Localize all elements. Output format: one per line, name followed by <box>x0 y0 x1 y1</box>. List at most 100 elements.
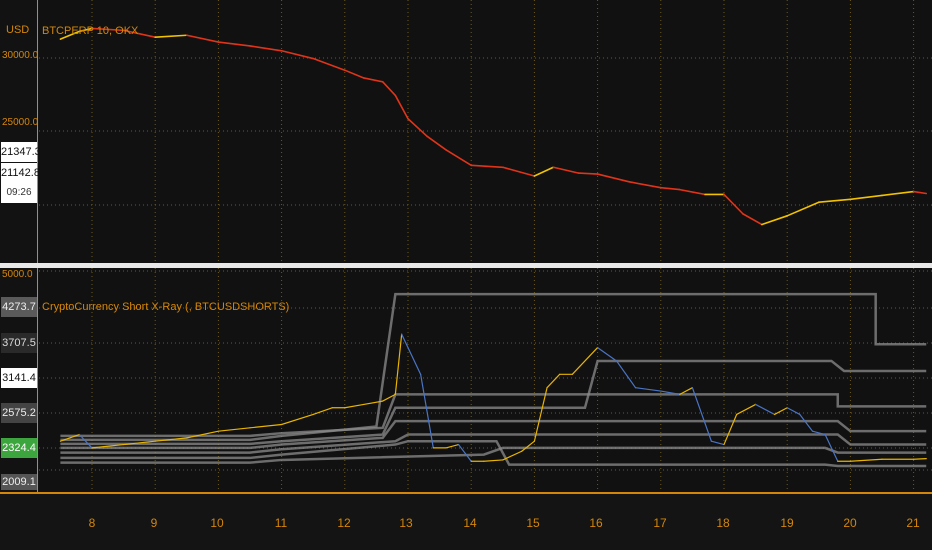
shorts-line-segment <box>596 346 618 362</box>
shorts-line-segment <box>546 373 561 389</box>
x-tick-15: 15 <box>526 516 540 530</box>
price-line-segment <box>596 173 631 183</box>
shorts-line-segment <box>615 360 637 389</box>
level-label-2: 3707.5 <box>1 333 37 353</box>
indicator-chart-svg <box>39 268 932 492</box>
price-line-segment <box>786 201 820 217</box>
time-axis[interactable]: 8 9 10 11 12 13 14 15 16 17 18 19 20 21 <box>0 492 932 550</box>
short-level-line-1 <box>60 393 927 438</box>
shorts-line-segment <box>344 403 365 409</box>
price-line-segment <box>394 94 409 120</box>
price-line-segment <box>912 190 928 195</box>
level-label-5: 2009.1 <box>1 474 37 490</box>
shorts-line-segment <box>407 346 422 375</box>
price-line-segment <box>628 181 662 189</box>
price-line-segment <box>849 194 883 201</box>
shorts-line-segment <box>154 437 188 442</box>
currency-label: USD <box>6 24 30 36</box>
price-line-segment <box>426 135 447 151</box>
shorts-line-segment <box>91 443 125 449</box>
y-tick-30000: 30000.0 <box>2 50 39 61</box>
shorts-line-segment <box>502 450 523 461</box>
shorts-line-segment <box>382 393 396 402</box>
shorts-line-segment <box>312 407 333 416</box>
pane-divider[interactable] <box>0 263 932 268</box>
shorts-line-segment <box>571 346 599 375</box>
shorts-line-segment <box>394 333 403 395</box>
shorts-line-segment <box>811 430 826 436</box>
price-line-segment <box>817 198 852 204</box>
shorts-line-segment <box>122 440 156 446</box>
high-price-label: 21347.3 <box>1 142 41 162</box>
shorts-line-segment <box>786 407 801 416</box>
price-line-segment <box>122 29 156 38</box>
indicator-pane[interactable]: CryptoCurrency Short X-Ray (, BTCUSDSHOR… <box>39 268 932 492</box>
price-line-segment <box>362 77 384 83</box>
price-line-segment <box>881 190 915 197</box>
price-axis[interactable] <box>0 0 38 550</box>
x-tick-9: 9 <box>150 516 158 530</box>
price-line-segment <box>91 27 125 32</box>
x-tick-20: 20 <box>843 516 857 530</box>
price-chart-pane[interactable]: BTCPERP 10, OKX <box>39 0 932 263</box>
shorts-line-segment <box>401 333 409 349</box>
shorts-line-segment <box>736 403 757 416</box>
short-level-line-3 <box>60 359 927 446</box>
price-line-segment <box>577 172 599 175</box>
x-tick-21: 21 <box>906 516 920 530</box>
shorts-line-segment <box>660 390 681 395</box>
price-line-segment <box>381 81 397 97</box>
chart-title: BTCPERP 10, OKX <box>42 25 139 37</box>
short-level-line-4 <box>60 419 927 450</box>
price-line-segment <box>59 30 81 40</box>
price-line-segment <box>407 117 428 138</box>
price-line-segment <box>343 69 365 79</box>
shorts-line-segment <box>483 459 504 462</box>
level-label-3: 3141.4 <box>1 368 37 388</box>
short-level-line-7 <box>60 446 927 464</box>
price-line-segment <box>742 213 763 226</box>
x-tick-17: 17 <box>653 516 667 530</box>
x-tick-12: 12 <box>337 516 351 530</box>
shorts-line-segment <box>799 413 814 432</box>
low-price-label: 21142.8 <box>1 163 40 183</box>
shorts-line-segment <box>679 387 694 395</box>
shorts-line-segment <box>691 387 712 442</box>
price-line-segment <box>154 34 188 38</box>
shorts-line-segment <box>281 413 314 426</box>
price-chart-svg <box>39 0 932 263</box>
shorts-line-segment <box>533 387 548 442</box>
shorts-line-segment <box>78 433 93 449</box>
shorts-line-segment <box>521 440 535 452</box>
price-line-segment <box>761 215 789 226</box>
price-line-segment <box>470 164 504 169</box>
price-line-segment <box>501 166 536 177</box>
shorts-line-segment <box>420 373 434 449</box>
price-line-segment <box>533 166 555 177</box>
level-label-4: 2575.2 <box>1 403 37 423</box>
x-tick-10: 10 <box>210 516 224 530</box>
countdown-label: 09:26 <box>1 183 37 203</box>
price-line-segment <box>723 193 744 215</box>
x-tick-18: 18 <box>716 516 730 530</box>
y-tick-5000: 5000.0 <box>2 269 33 280</box>
shorts-line-segment <box>723 413 738 446</box>
y-tick-25000: 25000.0 <box>2 117 39 128</box>
price-line-segment <box>552 166 580 174</box>
price-line-segment <box>78 27 93 33</box>
shorts-line-segment <box>912 458 927 460</box>
shorts-line-segment <box>217 427 251 432</box>
price-line-segment <box>659 186 681 191</box>
shorts-line-segment <box>457 443 472 462</box>
shorts-line-segment <box>186 430 219 439</box>
shorts-line-segment <box>59 433 80 442</box>
x-tick-8: 8 <box>88 516 96 530</box>
x-tick-14: 14 <box>463 516 477 530</box>
x-tick-11: 11 <box>274 516 288 530</box>
shorts-line-segment <box>710 440 725 446</box>
short-level-line-2 <box>60 292 927 442</box>
shorts-line-segment <box>634 387 662 392</box>
short-level-line-6 <box>60 439 927 468</box>
shorts-line-segment <box>445 443 460 449</box>
price-line-segment <box>217 41 251 47</box>
